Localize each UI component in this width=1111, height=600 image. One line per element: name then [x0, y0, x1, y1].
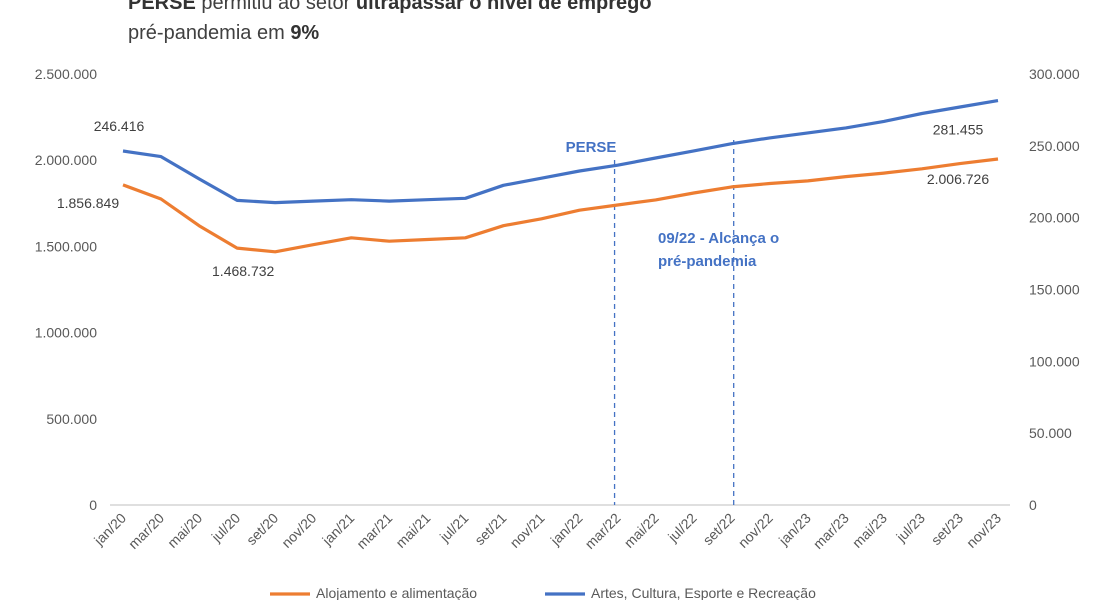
x-tick-label: jul/22	[664, 510, 700, 546]
series-line-0	[122, 157, 999, 254]
y-right-tick-label: 0	[1029, 497, 1037, 513]
series-line-1	[122, 99, 999, 205]
x-tick-label: mai/20	[164, 510, 205, 551]
x-tick-label: set/22	[700, 510, 738, 548]
y-left-tick-label: 1.000.000	[35, 325, 97, 341]
y-left-tick-label: 1.500.000	[35, 238, 97, 254]
title-line2-bold: 9%	[290, 22, 320, 44]
x-tick-label: set/20	[243, 510, 281, 548]
pre-pandemic-annotation-line1: 09/22 - Alcança o	[658, 230, 779, 247]
x-tick-label: mar/21	[353, 510, 395, 552]
x-tick-label: jan/20	[90, 510, 129, 549]
x-tick-label: set/23	[928, 510, 966, 548]
y-right-tick-label: 250.000	[1029, 138, 1080, 154]
data-label: 2.006.726	[927, 171, 989, 187]
y-left-tick-label: 500.000	[46, 411, 97, 427]
x-tick-label: jul/23	[892, 510, 928, 546]
x-tick-label: jan/21	[318, 510, 357, 549]
x-tick-label: nov/23	[963, 510, 1004, 551]
x-tick-label: mar/23	[810, 510, 852, 552]
y-left-tick-label: 0	[89, 497, 97, 513]
perse-annotation: PERSE	[566, 139, 617, 156]
legend-label-0: Alojamento e alimentação	[316, 585, 477, 600]
x-tick-label: jul/20	[208, 510, 244, 546]
y-right-tick-label: 150.000	[1029, 282, 1080, 298]
x-tick-label: jan/23	[775, 510, 814, 549]
title-bold-ultrapassar: ultrapassar o nível de emprego	[355, 0, 652, 14]
data-label: 246.416	[94, 118, 145, 134]
data-label: 1.856.849	[57, 195, 119, 211]
y-right-tick-label: 100.000	[1029, 353, 1080, 369]
x-tick-label: set/21	[471, 510, 509, 548]
y-right-tick-label: 200.000	[1029, 210, 1080, 226]
y-right-tick-label: 300.000	[1029, 66, 1080, 82]
title-bold-perse: PERSE	[128, 0, 196, 14]
x-tick-label: mai/22	[621, 510, 662, 551]
title-text: permitiu ao setor	[195, 0, 356, 14]
x-tick-label: mai/23	[849, 510, 890, 551]
chart-title: PERSE permitiu ao setor ultrapassar o ní…	[128, 0, 652, 44]
data-label: 281.455	[933, 122, 984, 138]
y-left-tick-label: 2.500.000	[35, 66, 97, 82]
x-tick-label: nov/21	[507, 510, 548, 551]
legend-label-1: Artes, Cultura, Esporte e Recreação	[591, 585, 816, 600]
x-tick-label: mar/20	[125, 510, 167, 552]
y-left-tick-label: 2.000.000	[35, 152, 97, 168]
pre-pandemic-annotation-line2: pré-pandemia	[658, 253, 757, 270]
x-tick-label: mai/21	[392, 510, 433, 551]
x-tick-label: nov/20	[278, 510, 319, 551]
x-tick-label: jan/22	[547, 510, 586, 549]
x-tick-label: mar/22	[582, 510, 624, 552]
x-tick-label: nov/22	[735, 510, 776, 551]
data-label: 1.468.732	[212, 263, 274, 279]
y-right-tick-label: 50.000	[1029, 425, 1072, 441]
title-line2-text: pré-pandemia em	[128, 22, 291, 44]
x-tick-label: jul/21	[436, 510, 472, 546]
